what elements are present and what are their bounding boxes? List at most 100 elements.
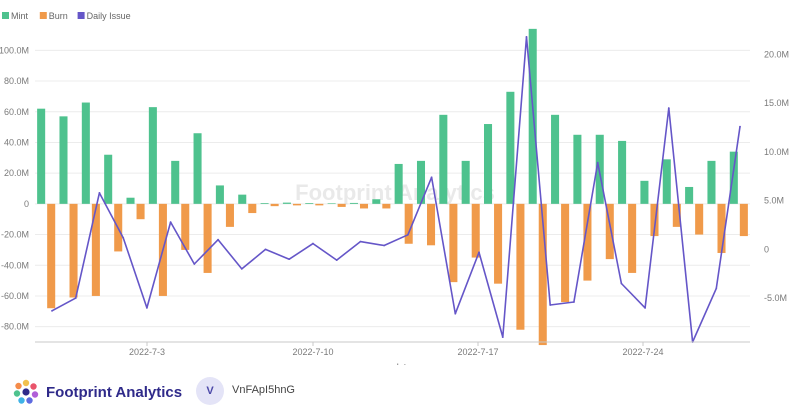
bar-mint <box>372 199 381 204</box>
y-left-tick-label: 100.0M <box>0 45 29 55</box>
x-axis-title: on_date <box>379 362 412 365</box>
brand[interactable]: Footprint Analytics <box>12 377 182 407</box>
bar-mint <box>394 163 403 204</box>
legend-label[interactable]: Burn <box>49 11 68 21</box>
bar-mint <box>461 160 470 204</box>
x-tick-label: 2022-7-3 <box>129 347 165 357</box>
right-axis: -5.0M 0 5.0M 10.0M 15.0M 20.0M <box>764 49 789 303</box>
bar-burn <box>650 203 659 237</box>
bar-burn <box>47 203 56 309</box>
y-right-tick-label: 15.0M <box>764 98 789 108</box>
bar-burn <box>494 203 503 284</box>
daily-issue-point <box>501 336 504 339</box>
bar-burn <box>181 203 190 250</box>
bar-mint <box>37 108 46 204</box>
daily-issue-point <box>169 221 172 224</box>
bar-mint <box>551 114 560 204</box>
bar-burn <box>404 203 413 244</box>
bars <box>37 28 748 346</box>
bar-mint <box>148 107 157 204</box>
x-axis: 2022-7-3 2022-7-10 2022-7-17 2022-7-24 <box>35 341 750 357</box>
bar-burn <box>561 203 570 303</box>
bar-mint <box>640 180 649 204</box>
bar-mint <box>506 91 515 204</box>
bar-mint <box>193 133 202 204</box>
bar-mint <box>707 160 716 204</box>
bar-burn <box>628 203 637 273</box>
daily-issue-point <box>573 301 575 303</box>
daily-issue-point <box>667 107 670 109</box>
avatar[interactable]: V <box>196 377 224 405</box>
y-left-tick-label: -40.0M <box>1 260 29 270</box>
daily-issue-point <box>335 259 338 262</box>
bar-burn <box>672 203 681 227</box>
bar-burn <box>605 203 614 260</box>
legend-label[interactable]: Daily Issue <box>87 11 131 21</box>
bar-burn <box>538 203 547 346</box>
daily-issue-point <box>478 251 480 254</box>
footer: Footprint Analytics V VnFApI5hnG <box>0 365 800 420</box>
bar-mint <box>484 124 493 204</box>
bar-burn <box>695 203 704 235</box>
bar-burn <box>359 203 369 209</box>
bar-burn <box>337 203 346 207</box>
line-series <box>51 36 741 343</box>
y-left-tick-label: 40.0M <box>4 137 29 147</box>
bar-burn <box>136 203 145 220</box>
y-left-tick-label: 80.0M <box>4 76 29 86</box>
legend-swatch[interactable] <box>39 12 47 19</box>
daily-issue-point <box>549 304 552 306</box>
bar-mint <box>662 159 671 204</box>
bar-burn <box>739 203 748 237</box>
bar-mint <box>81 102 90 204</box>
y-right-tick-label: -5.0M <box>764 293 787 303</box>
daily-issue-line <box>51 36 741 343</box>
bar-mint <box>349 202 358 204</box>
bar-mint <box>729 151 738 204</box>
daily-issue-point <box>715 287 718 290</box>
x-tick-label: 2022-7-17 <box>457 347 498 357</box>
daily-issue-point <box>739 125 741 128</box>
bar-mint <box>305 203 314 204</box>
bar-mint <box>327 203 336 204</box>
daily-issue-point <box>312 242 314 245</box>
legend-swatch[interactable] <box>2 12 9 19</box>
bar-burn <box>315 203 324 206</box>
x-tick-label: 2022-7-10 <box>292 347 333 357</box>
user-name[interactable]: VnFApI5hnG <box>232 384 295 396</box>
daily-issue-point <box>430 176 433 179</box>
bar-mint <box>104 154 113 204</box>
y-left-tick-label: 60.0M <box>4 107 29 117</box>
daily-issue-point <box>620 282 623 285</box>
y-right-tick-label: 20.0M <box>764 49 789 59</box>
bar-burn <box>91 203 100 296</box>
daily-issue-point <box>217 238 219 241</box>
y-left-tick-label: -20.0M <box>1 230 29 240</box>
daily-issue-point <box>406 233 409 236</box>
daily-issue-point <box>51 309 53 312</box>
bar-mint <box>439 114 448 204</box>
bar-mint <box>685 186 694 204</box>
bar-burn <box>382 203 391 209</box>
daily-issue-point <box>240 268 243 270</box>
legend-label[interactable]: Mint <box>11 11 29 21</box>
daily-issue-point <box>288 258 291 261</box>
daily-issue-point <box>383 244 386 247</box>
brand-name: Footprint Analytics <box>46 383 183 401</box>
bar-burn <box>203 203 212 273</box>
bar-mint <box>215 185 224 204</box>
bar-mint <box>618 140 627 204</box>
y-right-tick-label: 5.0M <box>764 196 784 206</box>
bar-burn <box>225 203 234 227</box>
y-left-tick-label: 20.0M <box>4 168 29 178</box>
bar-burn <box>248 203 257 214</box>
daily-issue-point <box>98 191 101 194</box>
footprint-logo-icon <box>13 379 39 404</box>
daily-issue-point <box>454 312 457 315</box>
bar-burn <box>292 203 301 206</box>
bar-mint <box>126 197 135 204</box>
legend-swatch[interactable] <box>77 12 85 19</box>
legend[interactable]: Mint Burn Daily Issue <box>2 11 131 21</box>
bar-burn <box>717 203 726 253</box>
